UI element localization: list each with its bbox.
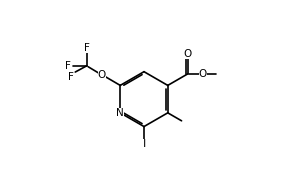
Text: N: N bbox=[116, 108, 124, 118]
Text: F: F bbox=[84, 43, 90, 53]
Text: F: F bbox=[68, 72, 74, 82]
Text: I: I bbox=[142, 139, 146, 149]
Text: O: O bbox=[98, 70, 106, 80]
Text: F: F bbox=[65, 61, 71, 71]
Text: O: O bbox=[199, 69, 207, 79]
Text: O: O bbox=[183, 48, 192, 59]
